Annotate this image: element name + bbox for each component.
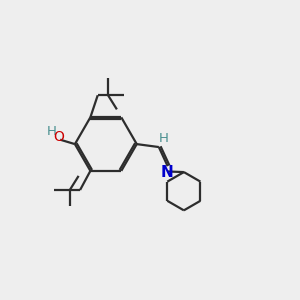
Text: O: O xyxy=(53,130,64,144)
Text: N: N xyxy=(161,165,173,180)
Text: H: H xyxy=(47,125,57,138)
Text: H: H xyxy=(158,132,168,145)
